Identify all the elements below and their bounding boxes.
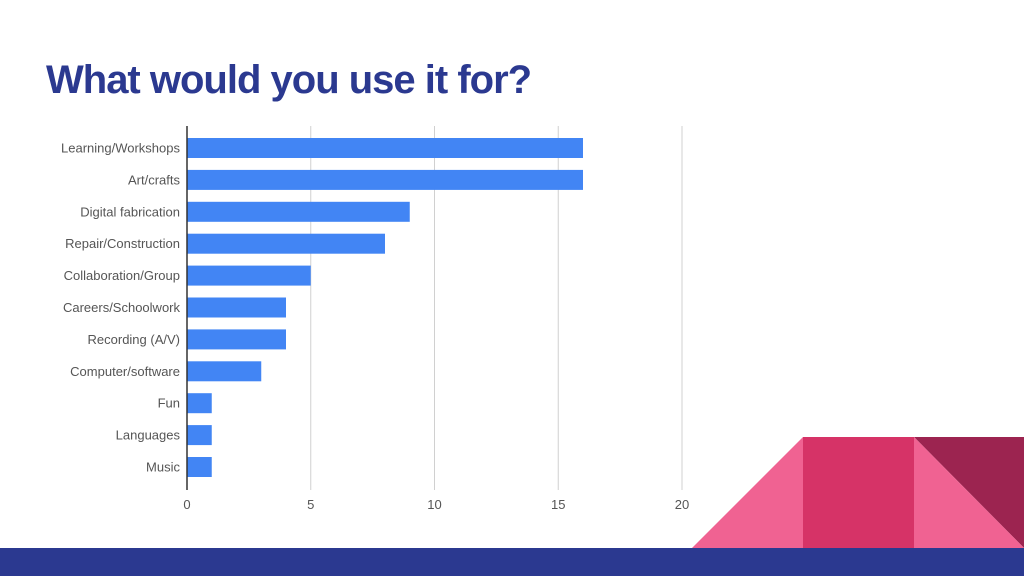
x-tick-label: 10 — [427, 497, 441, 512]
bar — [187, 169, 583, 190]
bar — [187, 138, 583, 158]
category-label: Digital fabrication — [80, 204, 180, 219]
category-label: Collaboration/Group — [64, 268, 180, 283]
category-label: Recording (A/V) — [88, 332, 180, 347]
x-tick-label: 5 — [307, 497, 314, 512]
category-label: Careers/Schoolwork — [63, 300, 181, 315]
category-label: Music — [146, 460, 180, 475]
bars — [187, 138, 583, 477]
slide-title: What would you use it for? — [46, 58, 532, 102]
decor-pink-triangle-left — [692, 437, 803, 548]
x-tick-label: 20 — [675, 497, 689, 512]
category-label: Fun — [158, 396, 180, 411]
bar — [187, 457, 212, 477]
category-label: Languages — [116, 428, 181, 443]
bar — [187, 297, 286, 318]
category-label: Repair/Construction — [65, 236, 180, 251]
bar — [187, 361, 262, 382]
decor-pink-triangle-right — [914, 437, 1024, 548]
bar — [187, 233, 385, 254]
x-tick-label: 0 — [183, 497, 190, 512]
bar — [187, 329, 286, 350]
bar — [187, 201, 410, 222]
category-label: Art/crafts — [128, 172, 181, 187]
category-label: Computer/software — [70, 364, 180, 379]
category-labels: Learning/Workshops Art/crafts Digital fabr… — [61, 141, 180, 475]
bar — [187, 425, 212, 446]
x-tick-label: 15 — [551, 497, 565, 512]
bar — [187, 393, 212, 414]
bar — [187, 265, 311, 286]
footer-band — [0, 548, 1024, 576]
x-tick-labels: 0 5 10 15 20 — [183, 497, 689, 512]
category-label: Learning/Workshops — [61, 141, 180, 156]
decor-magenta-block — [803, 437, 914, 548]
